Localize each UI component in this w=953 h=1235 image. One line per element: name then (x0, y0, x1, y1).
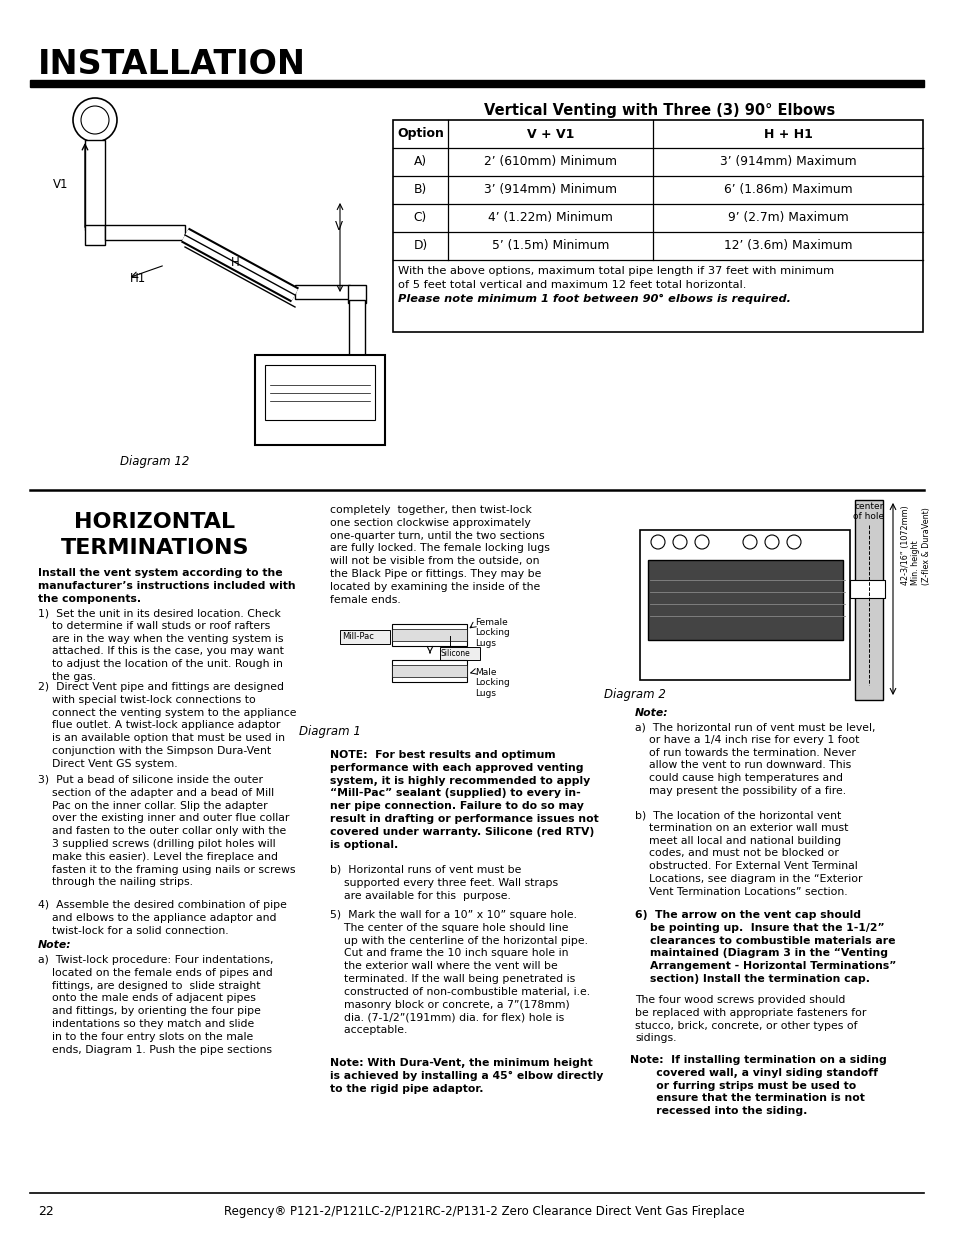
Bar (392, 659, 467, 682)
Bar (854, 500, 882, 700)
Bar (349, 300, 365, 354)
Bar (339, 630, 390, 643)
Text: 9’ (2.7m) Maximum: 9’ (2.7m) Maximum (727, 211, 847, 225)
Text: 6’ (1.86m) Maximum: 6’ (1.86m) Maximum (723, 184, 851, 196)
Text: 5)  Mark the wall for a 10” x 10” square hole.
    The center of the square hole: 5) Mark the wall for a 10” x 10” square … (330, 910, 590, 1035)
Text: Silicone: Silicone (440, 650, 470, 658)
Text: Regency® P121-2/P121LC-2/P121RC-2/P131-2 Zero Clearance Direct Vent Gas Fireplac: Regency® P121-2/P121LC-2/P121RC-2/P131-2… (223, 1205, 743, 1218)
Bar (348, 285, 366, 303)
Bar (294, 285, 350, 299)
Text: 22: 22 (38, 1205, 53, 1218)
Text: 3)  Put a bead of silicone inside the outer
    section of the adapter and a bea: 3) Put a bead of silicone inside the out… (38, 776, 295, 888)
Text: center
of hole: center of hole (853, 501, 883, 521)
Bar (85, 140, 105, 230)
Bar (265, 366, 375, 420)
Text: Female
Locking
Lugs: Female Locking Lugs (475, 618, 509, 648)
Text: V: V (335, 220, 343, 233)
Text: V + V1: V + V1 (526, 127, 574, 141)
Bar (254, 354, 385, 445)
Bar (647, 559, 842, 640)
Text: b)  Horizontal runs of vent must be
    supported every three feet. Wall straps
: b) Horizontal runs of vent must be suppo… (330, 864, 558, 900)
Text: The four wood screws provided should
be replaced with appropriate fasteners for
: The four wood screws provided should be … (635, 995, 865, 1044)
Text: HORIZONTAL: HORIZONTAL (74, 513, 235, 532)
Text: Diagram 12: Diagram 12 (120, 454, 190, 468)
Text: With the above options, maximum total pipe length if 37 feet with minimum: With the above options, maximum total pi… (397, 266, 833, 275)
Text: 3’ (914mm) Maximum: 3’ (914mm) Maximum (719, 156, 856, 168)
Text: V1: V1 (52, 179, 68, 191)
Bar (849, 580, 884, 598)
Text: Diagram 1: Diagram 1 (298, 725, 360, 739)
Bar (392, 629, 467, 641)
Text: Note:: Note: (38, 940, 71, 950)
Bar (392, 664, 467, 677)
Text: Vertical Venting with Three (3) 90° Elbows: Vertical Venting with Three (3) 90° Elbo… (484, 103, 835, 119)
Bar (105, 225, 185, 240)
Text: 1)  Set the unit in its desired location. Check
    to determine if wall studs o: 1) Set the unit in its desired location.… (38, 608, 284, 682)
Text: b)  The location of the horizontal vent
    termination on an exterior wall must: b) The location of the horizontal vent t… (635, 810, 862, 897)
Bar (392, 624, 467, 646)
Text: 4)  Assemble the desired combination of pipe
    and elbows to the appliance ada: 4) Assemble the desired combination of p… (38, 900, 287, 936)
Text: TERMINATIONS: TERMINATIONS (61, 538, 249, 558)
Text: Diagram 2: Diagram 2 (603, 688, 665, 701)
Text: 42-3/16” (1072mm)
Min. height
(Z-flex & DuraVent): 42-3/16” (1072mm) Min. height (Z-flex & … (900, 505, 930, 584)
Text: completely  together, then twist-lock
one section clockwise approximately
one-qu: completely together, then twist-lock one… (330, 505, 549, 605)
Text: of 5 feet total vertical and maximum 12 feet total horizontal.: of 5 feet total vertical and maximum 12 … (397, 280, 745, 290)
Text: A): A) (414, 156, 427, 168)
Text: Note:: Note: (635, 708, 668, 718)
Text: INSTALLATION: INSTALLATION (38, 48, 306, 82)
Bar (393, 120, 923, 332)
Text: D): D) (413, 240, 427, 252)
Text: a)  Twist-lock procedure: Four indentations,
    located on the female ends of p: a) Twist-lock procedure: Four indentatio… (38, 955, 274, 1055)
Text: 5’ (1.5m) Minimum: 5’ (1.5m) Minimum (492, 240, 609, 252)
Text: 12’ (3.6m) Maximum: 12’ (3.6m) Maximum (723, 240, 851, 252)
Text: 3’ (914mm) Minimum: 3’ (914mm) Minimum (483, 184, 617, 196)
Text: Note:  If installing termination on a siding
       covered wall, a vinyl siding: Note: If installing termination on a sid… (629, 1055, 886, 1116)
Text: Male
Locking
Lugs: Male Locking Lugs (475, 668, 509, 698)
Text: Option: Option (396, 127, 443, 141)
Bar (85, 225, 105, 245)
Text: H1: H1 (130, 272, 146, 284)
Text: Install the vent system according to the
manufacturer’s instructions included wi: Install the vent system according to the… (38, 568, 295, 604)
Text: H: H (231, 256, 239, 268)
Text: Mill-Pac: Mill-Pac (341, 632, 374, 641)
Text: 2’ (610mm) Minimum: 2’ (610mm) Minimum (483, 156, 617, 168)
Text: 6)  The arrow on the vent cap should
    be pointing up.  Insure that the 1-1/2”: 6) The arrow on the vent cap should be p… (635, 910, 896, 984)
Bar (639, 530, 849, 680)
Bar (30, 80, 923, 86)
Text: 2)  Direct Vent pipe and fittings are designed
    with special twist-lock conne: 2) Direct Vent pipe and fittings are des… (38, 682, 296, 769)
Text: NOTE:  For best results and optimum
performance with each approved venting
syste: NOTE: For best results and optimum perfo… (330, 750, 598, 850)
Text: B): B) (414, 184, 427, 196)
Text: 4’ (1.22m) Minimum: 4’ (1.22m) Minimum (488, 211, 612, 225)
Text: Please note minimum 1 foot between 90° elbows is required.: Please note minimum 1 foot between 90° e… (397, 294, 790, 304)
Text: H + H1: H + H1 (762, 127, 812, 141)
Bar (439, 647, 479, 659)
Text: C): C) (414, 211, 427, 225)
Text: Note: With Dura-Vent, the minimum height
is achieved by installing a 45° elbow d: Note: With Dura-Vent, the minimum height… (330, 1058, 602, 1094)
Text: a)  The horizontal run of vent must be level,
    or have a 1/4 inch rise for ev: a) The horizontal run of vent must be le… (635, 722, 875, 797)
